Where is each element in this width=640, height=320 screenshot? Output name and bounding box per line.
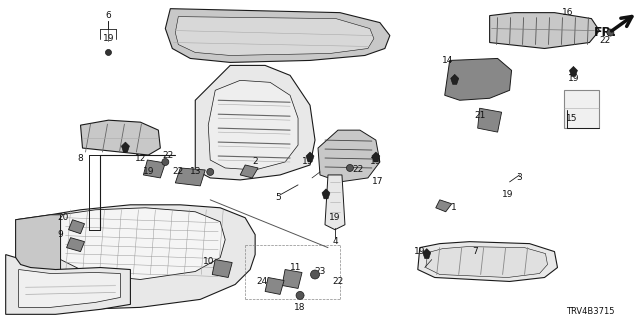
Polygon shape <box>195 65 315 180</box>
Text: TRV4B3715: TRV4B3715 <box>566 307 614 316</box>
Text: 19: 19 <box>370 157 381 166</box>
Polygon shape <box>325 175 345 230</box>
Polygon shape <box>570 67 577 76</box>
Polygon shape <box>15 205 255 309</box>
Text: 18: 18 <box>294 303 306 312</box>
Polygon shape <box>175 168 205 186</box>
Text: 3: 3 <box>516 173 522 182</box>
Polygon shape <box>306 152 314 162</box>
Polygon shape <box>175 17 374 55</box>
Text: 23: 23 <box>314 267 326 276</box>
Polygon shape <box>426 247 547 277</box>
Text: 20: 20 <box>57 213 68 222</box>
Text: 22: 22 <box>600 36 611 45</box>
Polygon shape <box>68 220 84 234</box>
Polygon shape <box>423 249 431 259</box>
Text: 15: 15 <box>566 114 577 123</box>
Text: 12: 12 <box>134 154 146 163</box>
Polygon shape <box>451 74 459 84</box>
Text: FR.: FR. <box>594 26 617 39</box>
Polygon shape <box>81 120 161 155</box>
Polygon shape <box>61 208 225 279</box>
Polygon shape <box>265 277 284 294</box>
Circle shape <box>346 164 353 172</box>
Polygon shape <box>318 130 380 182</box>
Text: 17: 17 <box>372 177 383 187</box>
Text: 19: 19 <box>502 190 513 199</box>
Circle shape <box>207 168 214 175</box>
Text: 19: 19 <box>302 157 314 166</box>
Polygon shape <box>322 189 330 199</box>
Text: 2: 2 <box>252 157 258 166</box>
Polygon shape <box>372 152 380 162</box>
Text: 22: 22 <box>163 150 174 160</box>
Circle shape <box>310 270 319 279</box>
Text: 19: 19 <box>102 34 114 43</box>
Polygon shape <box>19 269 120 307</box>
Polygon shape <box>165 9 390 62</box>
Text: 24: 24 <box>257 277 268 286</box>
Text: 19: 19 <box>414 247 426 256</box>
Text: 6: 6 <box>106 11 111 20</box>
Text: 14: 14 <box>442 56 453 65</box>
Polygon shape <box>564 90 600 128</box>
Circle shape <box>607 29 614 36</box>
Text: 19: 19 <box>329 213 340 222</box>
Text: 22: 22 <box>332 277 344 286</box>
Text: 21: 21 <box>474 111 485 120</box>
Polygon shape <box>212 260 232 277</box>
Polygon shape <box>15 215 61 300</box>
Text: 9: 9 <box>58 230 63 239</box>
Polygon shape <box>436 200 452 212</box>
Circle shape <box>296 292 304 300</box>
Text: 11: 11 <box>291 263 302 272</box>
Text: 22: 22 <box>173 167 184 176</box>
Text: 4: 4 <box>332 237 338 246</box>
Polygon shape <box>143 160 165 178</box>
Polygon shape <box>6 255 131 314</box>
Text: 7: 7 <box>472 247 477 256</box>
Polygon shape <box>122 142 129 152</box>
Text: 5: 5 <box>275 193 281 202</box>
Polygon shape <box>240 165 258 178</box>
Text: 8: 8 <box>77 154 83 163</box>
Polygon shape <box>67 238 84 252</box>
Text: 22: 22 <box>352 165 364 174</box>
Polygon shape <box>282 269 302 288</box>
Polygon shape <box>490 13 600 49</box>
Circle shape <box>162 158 169 165</box>
Text: 19: 19 <box>143 167 154 176</box>
Polygon shape <box>445 59 511 100</box>
Polygon shape <box>418 242 557 282</box>
Text: 1: 1 <box>451 203 456 212</box>
Polygon shape <box>477 108 502 132</box>
Text: 19: 19 <box>568 74 579 83</box>
Polygon shape <box>208 80 298 170</box>
Circle shape <box>106 50 111 55</box>
Text: 10: 10 <box>202 257 214 266</box>
Text: 16: 16 <box>562 8 573 17</box>
Text: 13: 13 <box>189 167 201 176</box>
